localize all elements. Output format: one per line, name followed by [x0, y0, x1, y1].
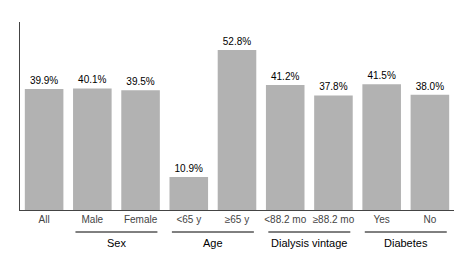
svg-text:<88.2 mo: <88.2 mo: [264, 214, 306, 225]
svg-text:Male: Male: [81, 214, 103, 225]
svg-text:Yes: Yes: [374, 214, 390, 225]
svg-text:10.9%: 10.9%: [175, 163, 203, 174]
svg-text:No: No: [423, 214, 436, 225]
svg-text:37.8%: 37.8%: [319, 81, 347, 92]
svg-text:Dialysis vintage: Dialysis vintage: [271, 237, 347, 249]
svg-text:Sex: Sex: [107, 237, 126, 249]
svg-text:38.0%: 38.0%: [416, 81, 444, 92]
svg-text:<65 y: <65 y: [176, 214, 201, 225]
svg-text:≥88.2 mo: ≥88.2 mo: [313, 214, 355, 225]
svg-text:≥65 y: ≥65 y: [225, 214, 249, 225]
svg-text:39.9%: 39.9%: [30, 75, 58, 86]
svg-text:41.2%: 41.2%: [271, 71, 299, 82]
svg-text:All: All: [39, 214, 50, 225]
svg-text:Female: Female: [124, 214, 158, 225]
svg-text:39.5%: 39.5%: [126, 76, 154, 87]
svg-text:Diabetes: Diabetes: [384, 237, 428, 249]
svg-text:52.8%: 52.8%: [223, 36, 251, 47]
svg-text:41.5%: 41.5%: [367, 70, 395, 81]
svg-text:40.1%: 40.1%: [78, 74, 106, 85]
svg-text:Age: Age: [203, 237, 223, 249]
